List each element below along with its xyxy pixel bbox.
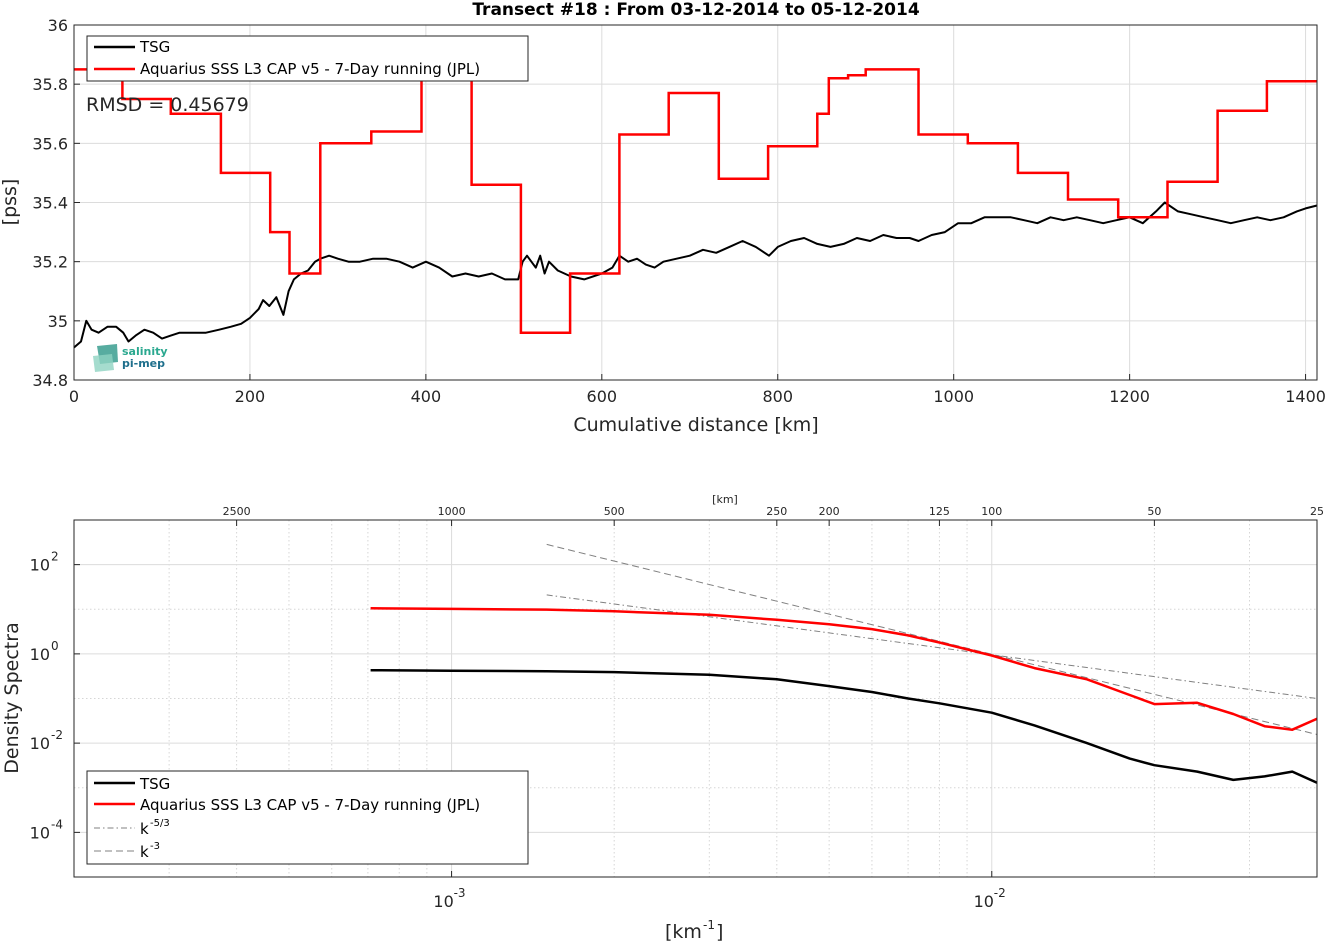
legend: TSG Aquarius SSS L3 CAP v5 - 7-Day runni… (86, 770, 529, 865)
svg-text:-5/3: -5/3 (150, 818, 170, 829)
y-tick-label: 35.8 (32, 75, 68, 94)
x-tick-label: 1200 (1109, 387, 1150, 406)
y-tick-exponent: -2 (51, 728, 63, 742)
salinity-pi-mep-logo: salinity pi-mep (93, 344, 168, 372)
x-axis-label: [km -1 ] (665, 918, 723, 942)
y-axis-label: [pss] (0, 179, 21, 226)
chart-title: Transect #18 : From 03-12-2014 to 05-12-… (472, 0, 920, 20)
y-tick-label: 10 (30, 556, 50, 575)
top-tick-label: 100 (981, 505, 1002, 518)
rmsd-annotation: RMSD = 0.45679 (86, 94, 249, 116)
legend-k-3: k -3 (140, 841, 160, 861)
y-tick-exponent: 0 (51, 639, 59, 653)
x-tick-label: 1400 (1285, 387, 1326, 406)
top-axis-label: [km] (712, 493, 738, 506)
y-tick-label: 35 (48, 312, 68, 331)
series-line-aquarius (74, 38, 1317, 334)
x-tick-label: 0 (69, 387, 79, 406)
x-tick-label: 600 (587, 387, 618, 406)
y-tick-label: 35.6 (32, 134, 68, 153)
x-tick-exponent: -2 (994, 886, 1006, 900)
x-tick-label: 10 (433, 892, 453, 911)
top-tick-label: 250 (766, 505, 787, 518)
x-tick-label: 200 (235, 387, 266, 406)
logo-text: salinity (122, 345, 168, 358)
y-tick-exponent: 2 (51, 550, 59, 564)
top-tick-label: 500 (604, 505, 625, 518)
y-tick-label: 10 (30, 734, 50, 753)
legend-aquarius: Aquarius SSS L3 CAP v5 - 7-Day running (… (140, 60, 480, 78)
legend: TSG Aquarius SSS L3 CAP v5 - 7-Day runni… (86, 35, 529, 82)
x-tick-label: 400 (411, 387, 442, 406)
y-tick-label: 36 (48, 16, 68, 35)
x-axis-label: Cumulative distance [km] (573, 414, 818, 436)
legend-tsg: TSG (139, 775, 170, 793)
top-tick-label: 125 (929, 505, 950, 518)
svg-text:[km: [km (665, 921, 702, 942)
y-tick-label: 34.8 (32, 371, 68, 390)
top-tick-label: 25 (1310, 505, 1324, 518)
legend-tsg: TSG (139, 38, 170, 56)
legend-k-5-3: k -5/3 (140, 818, 170, 838)
salinity-transect-chart: Transect #18 : From 03-12-2014 to 05-12-… (0, 0, 1326, 436)
top-tick-label: 200 (819, 505, 840, 518)
x-tick-label: 1000 (933, 387, 974, 406)
top-tick-label: 2500 (223, 505, 251, 518)
x-tick-exponent: -3 (454, 886, 466, 900)
series-line-tsg (370, 668, 1317, 784)
top-tick-label: 1000 (438, 505, 466, 518)
svg-text:-3: -3 (150, 841, 160, 852)
y-tick-label: 35.2 (32, 253, 68, 272)
x-tick-label: 800 (762, 387, 793, 406)
y-tick-label: 10 (30, 645, 50, 664)
y-tick-label: 10 (30, 823, 50, 842)
y-tick-exponent: -4 (51, 817, 63, 831)
x-tick-label: 10 (974, 892, 994, 911)
y-axis-label: Density Spectra (1, 622, 23, 773)
svg-text:k: k (140, 820, 149, 838)
svg-text:pi-mep: pi-mep (122, 357, 165, 370)
series-line-aquarius (370, 607, 1317, 731)
svg-text:-1: -1 (703, 918, 715, 932)
y-tick-label: 35.4 (32, 194, 68, 213)
legend-aquarius: Aquarius SSS L3 CAP v5 - 7-Day running (… (140, 796, 480, 814)
svg-text:]: ] (716, 921, 723, 942)
top-tick-label: 50 (1147, 505, 1161, 518)
svg-text:k: k (140, 843, 149, 861)
